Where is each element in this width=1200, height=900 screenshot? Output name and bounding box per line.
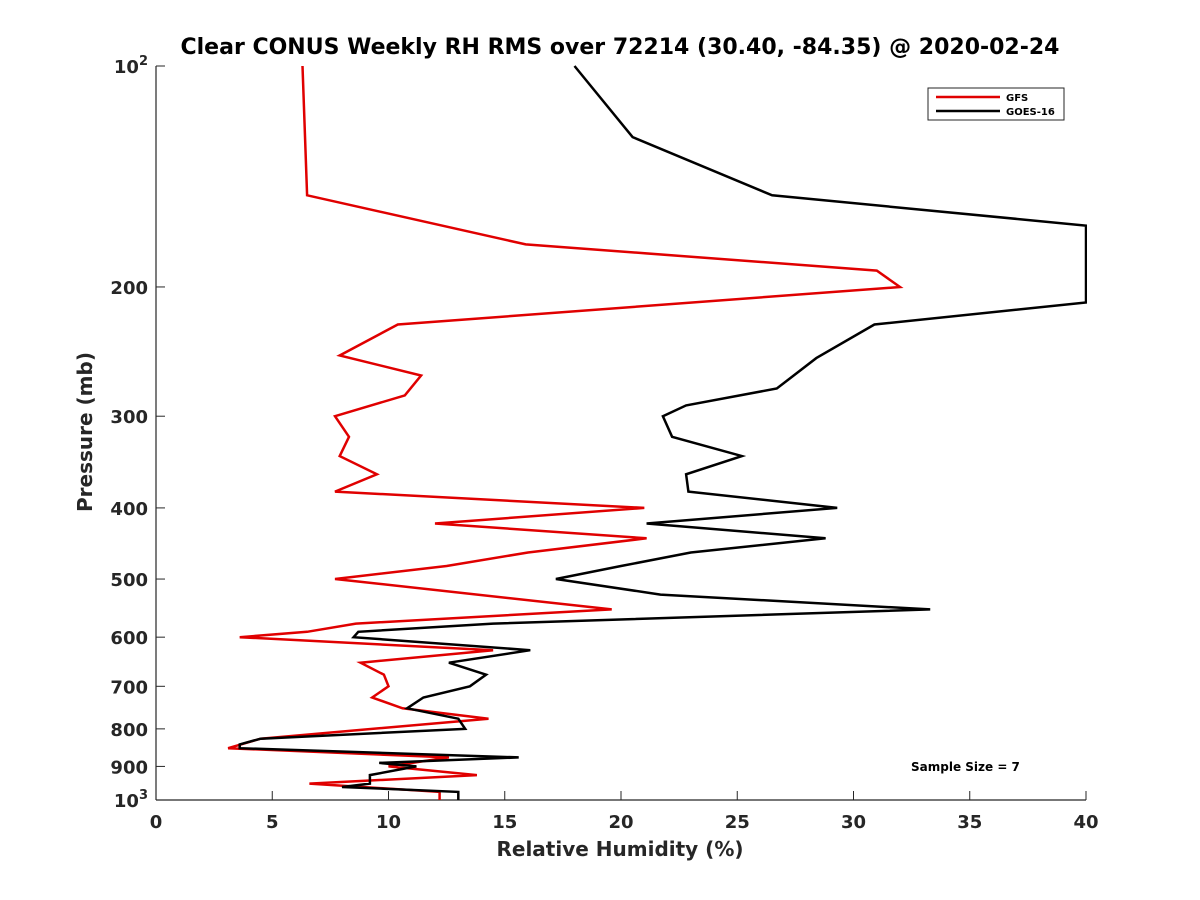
y-tick-label: 300	[110, 407, 148, 428]
x-axis: 0 5 10 15 20 25 30 35 40	[150, 791, 1099, 833]
plot-area	[155, 66, 1086, 801]
x-tick-label: 0	[150, 812, 163, 833]
x-tick-label: 10	[376, 812, 401, 833]
y-axis: 102 200 300 400 500 600 700 800 900 103	[110, 54, 165, 812]
x-tick-label: 25	[725, 812, 750, 833]
y-tick-label: 103	[114, 788, 148, 812]
legend-label-goes16: GOES-16	[1006, 107, 1055, 118]
x-tick-label: 40	[1073, 812, 1098, 833]
x-axis-label: Relative Humidity (%)	[496, 837, 743, 861]
x-tick-label: 5	[266, 812, 279, 833]
series-line-goes16	[238, 65, 1087, 800]
y-tick-label: 500	[110, 570, 148, 591]
chart-title: Clear CONUS Weekly RH RMS over 72214 (30…	[181, 35, 1060, 60]
y-tick-label: 900	[110, 757, 148, 778]
y-tick-label: 800	[110, 720, 148, 741]
x-tick-label: 35	[957, 812, 982, 833]
y-tick-label: 200	[110, 278, 148, 299]
series-layer	[227, 65, 1087, 800]
y-tick-label: 700	[110, 677, 148, 698]
y-tick-label: 400	[110, 499, 148, 520]
y-tick-label: 102	[114, 54, 148, 78]
x-tick-label: 30	[841, 812, 866, 833]
series-line-gfs	[227, 65, 904, 800]
y-tick-label: 600	[110, 628, 148, 649]
x-tick-label: 15	[492, 812, 517, 833]
legend: GFS GOES-16	[927, 87, 1065, 121]
x-tick-label: 20	[608, 812, 633, 833]
legend-box	[927, 87, 1065, 121]
legend-label-gfs: GFS	[1006, 93, 1028, 104]
sample-size-annotation: Sample Size = 7	[911, 760, 1020, 774]
y-axis-label: Pressure (mb)	[73, 352, 97, 512]
